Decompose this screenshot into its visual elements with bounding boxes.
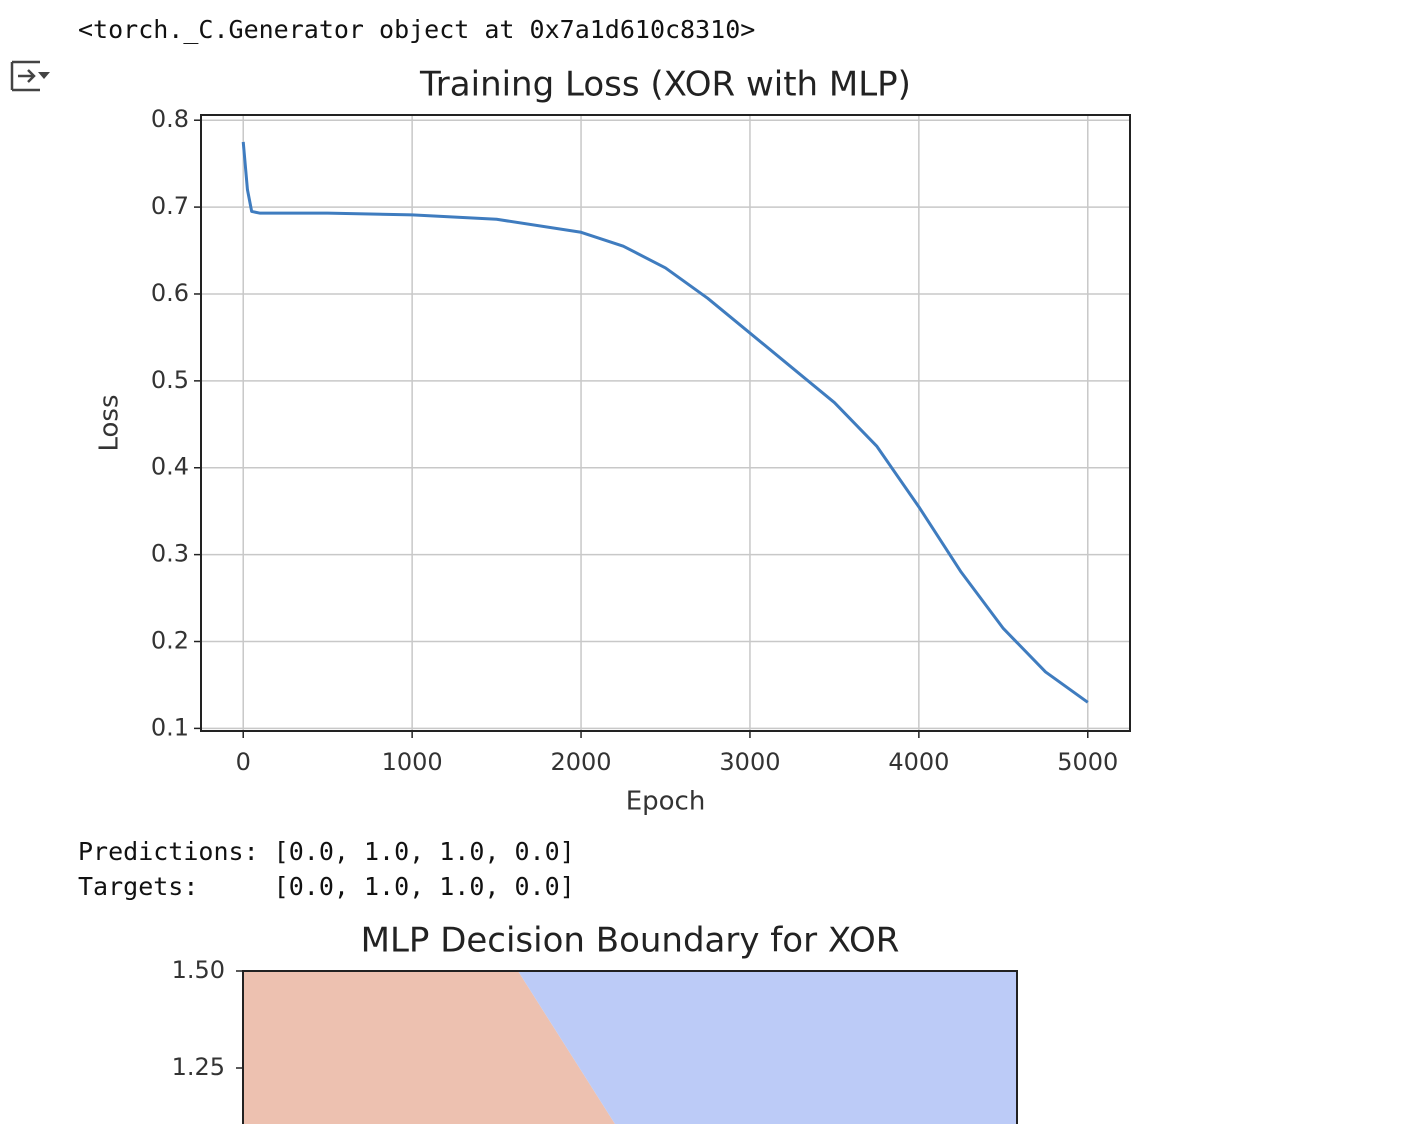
x-axis-label: Epoch bbox=[626, 787, 706, 817]
plot-area bbox=[201, 115, 1130, 731]
y-tick-label: 0.7 bbox=[151, 192, 189, 220]
region bbox=[243, 971, 616, 1124]
y-tick-label: 0.5 bbox=[151, 366, 189, 394]
output-toggle-icon[interactable] bbox=[10, 60, 50, 92]
y-tick-label: 0.8 bbox=[151, 105, 189, 133]
plot-frame bbox=[242, 970, 1018, 1124]
plot-frame bbox=[200, 114, 1131, 732]
targets-text: Targets: [0.0, 1.0, 1.0, 0.0] bbox=[78, 872, 575, 901]
output-text: <torch._C.Generator object at 0x7a1d610c… bbox=[78, 15, 755, 44]
x-tick-label: 5000 bbox=[1057, 748, 1118, 776]
y-axis-label: Loss bbox=[95, 394, 125, 451]
loss-line bbox=[241, 141, 1089, 704]
y-tick-label: 1.25 bbox=[172, 1053, 225, 1081]
y-tick-label: 0.1 bbox=[151, 713, 189, 741]
y-tick-label: 0.6 bbox=[151, 279, 189, 307]
x-tick-label: 2000 bbox=[551, 748, 612, 776]
region bbox=[518, 971, 1017, 1124]
predictions-text: Predictions: [0.0, 1.0, 1.0, 0.0] bbox=[78, 837, 575, 866]
y-tick-label: 0.3 bbox=[151, 540, 189, 568]
x-tick-label: 4000 bbox=[888, 748, 949, 776]
chart-title: Training Loss (XOR with MLP) bbox=[419, 65, 911, 105]
x-tick-label: 3000 bbox=[719, 748, 780, 776]
y-tick-label: 1.50 bbox=[172, 956, 225, 984]
x-tick-label: 1000 bbox=[382, 748, 443, 776]
y-tick-label: 0.2 bbox=[151, 627, 189, 655]
y-tick-label: 0.4 bbox=[151, 453, 189, 481]
x-tick-label: 0 bbox=[236, 748, 251, 776]
chart-title: MLP Decision Boundary for XOR bbox=[361, 921, 900, 961]
